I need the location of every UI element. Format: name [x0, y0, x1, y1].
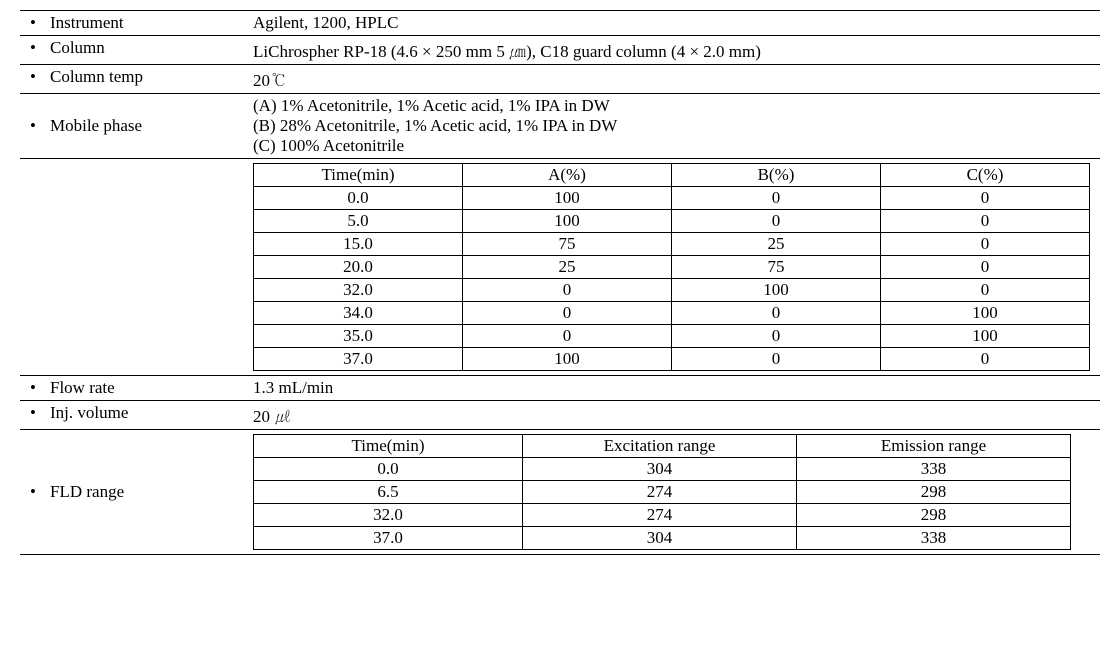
fld-col-em: Emission range [797, 435, 1071, 458]
bullet-icon: • [30, 482, 50, 502]
label-fld-range: FLD range [50, 482, 124, 501]
gradient-row: 32.001000 [254, 279, 1090, 302]
gradient-row: 37.010000 [254, 348, 1090, 371]
row-column-temp: •Column temp 20℃ [20, 65, 1100, 94]
value-instrument: Agilent, 1200, HPLC [249, 11, 1100, 36]
hplc-conditions-table: •Instrument Agilent, 1200, HPLC •Column … [20, 10, 1100, 555]
gradient-row: 20.025750 [254, 256, 1090, 279]
label-flow-rate: Flow rate [50, 378, 115, 397]
row-flow-rate: •Flow rate 1.3 mL/min [20, 376, 1100, 401]
bullet-icon: • [30, 116, 50, 136]
value-inj-volume: 20 ㎕ [249, 401, 1100, 430]
bullet-icon: • [30, 38, 50, 58]
gradient-row: 35.000100 [254, 325, 1090, 348]
row-inj-volume: •Inj. volume 20 ㎕ [20, 401, 1100, 430]
label-column: Column [50, 38, 105, 57]
row-fld-range: •FLD range Time(min) Excitation range Em… [20, 430, 1100, 555]
mobile-phase-b: (B) 28% Acetonitrile, 1% Acetic acid, 1%… [253, 116, 1096, 136]
gradient-row: 0.010000 [254, 187, 1090, 210]
bullet-icon: • [30, 67, 50, 87]
row-gradient: Time(min) A(%) B(%) C(%) 0.010000 5.0100… [20, 159, 1100, 376]
value-column: LiChrospher RP-18 (4.6 × 250 mm 5 ㎛), C1… [249, 36, 1100, 65]
mobile-phase-a: (A) 1% Acetonitrile, 1% Acetic acid, 1% … [253, 96, 1096, 116]
fld-row: 37.0304338 [254, 527, 1071, 550]
bullet-icon: • [30, 403, 50, 423]
gradient-col-time: Time(min) [254, 164, 463, 187]
fld-col-ex: Excitation range [523, 435, 797, 458]
fld-row: 0.0304338 [254, 458, 1071, 481]
gradient-row: 34.000100 [254, 302, 1090, 325]
gradient-table: Time(min) A(%) B(%) C(%) 0.010000 5.0100… [253, 163, 1090, 371]
bullet-icon: • [30, 378, 50, 398]
gradient-row: 15.075250 [254, 233, 1090, 256]
gradient-col-a: A(%) [463, 164, 672, 187]
fld-row: 6.5274298 [254, 481, 1071, 504]
fld-col-time: Time(min) [254, 435, 523, 458]
fld-row: 32.0274298 [254, 504, 1071, 527]
mobile-phase-c: (C) 100% Acetonitrile [253, 136, 1096, 156]
row-mobile-phase: •Mobile phase (A) 1% Acetonitrile, 1% Ac… [20, 94, 1100, 159]
row-column: •Column LiChrospher RP-18 (4.6 × 250 mm … [20, 36, 1100, 65]
row-instrument: •Instrument Agilent, 1200, HPLC [20, 11, 1100, 36]
gradient-header-row: Time(min) A(%) B(%) C(%) [254, 164, 1090, 187]
fld-header-row: Time(min) Excitation range Emission rang… [254, 435, 1071, 458]
value-flow-rate: 1.3 mL/min [249, 376, 1100, 401]
label-instrument: Instrument [50, 13, 124, 32]
gradient-row: 5.010000 [254, 210, 1090, 233]
value-mobile-phase: (A) 1% Acetonitrile, 1% Acetic acid, 1% … [249, 94, 1100, 159]
label-mobile-phase: Mobile phase [50, 116, 142, 135]
label-column-temp: Column temp [50, 67, 143, 86]
value-column-temp: 20℃ [249, 65, 1100, 94]
gradient-col-b: B(%) [672, 164, 881, 187]
label-inj-volume: Inj. volume [50, 403, 128, 422]
bullet-icon: • [30, 13, 50, 33]
gradient-col-c: C(%) [881, 164, 1090, 187]
fld-table: Time(min) Excitation range Emission rang… [253, 434, 1071, 550]
